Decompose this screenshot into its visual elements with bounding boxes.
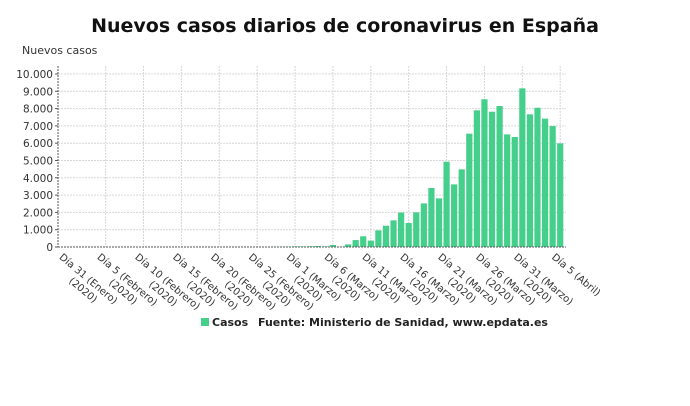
bar bbox=[504, 134, 511, 247]
bar bbox=[375, 230, 382, 247]
bar bbox=[496, 106, 503, 247]
bar bbox=[390, 220, 397, 247]
y-tick-label: 0 bbox=[46, 242, 53, 254]
y-tick-label: 10.000 bbox=[16, 69, 53, 81]
bar bbox=[488, 111, 496, 248]
y-tick-label: 9.000 bbox=[23, 86, 53, 98]
bar bbox=[398, 212, 405, 247]
bar bbox=[352, 240, 359, 247]
y-tick-label: 6.000 bbox=[23, 138, 53, 150]
bar bbox=[405, 222, 412, 247]
y-tick-label: 3.000 bbox=[23, 190, 53, 202]
bar bbox=[541, 118, 549, 247]
bar bbox=[557, 143, 564, 247]
bar bbox=[481, 99, 488, 248]
chart-title: Nuevos casos diarios de coronavirus en E… bbox=[91, 15, 599, 37]
bar bbox=[511, 136, 518, 247]
y-tick-label: 4.000 bbox=[23, 173, 53, 185]
bar bbox=[413, 212, 420, 247]
bar bbox=[435, 198, 443, 247]
bar bbox=[428, 188, 435, 247]
y-tick-label: 8.000 bbox=[23, 104, 53, 116]
bar bbox=[473, 110, 480, 247]
bar bbox=[519, 88, 526, 247]
bar bbox=[458, 169, 465, 247]
legend: Casos Fuente: Ministerio de Sanidad, www… bbox=[201, 316, 548, 329]
bar bbox=[344, 244, 352, 247]
legend-label: Casos bbox=[212, 316, 249, 329]
bar bbox=[382, 225, 390, 247]
y-axis-label: Nuevos casos bbox=[22, 44, 98, 57]
bar bbox=[360, 236, 367, 247]
bar bbox=[367, 240, 374, 247]
bar bbox=[526, 114, 534, 248]
bar bbox=[534, 107, 541, 247]
bar bbox=[466, 133, 473, 247]
source-note: Fuente: Ministerio de Sanidad, www.epdat… bbox=[258, 316, 548, 329]
y-tick-label: 2.000 bbox=[23, 207, 53, 219]
legend-swatch bbox=[201, 318, 209, 326]
bar bbox=[329, 244, 337, 247]
y-tick-label: 1.000 bbox=[23, 225, 53, 237]
bar bbox=[420, 203, 427, 247]
bar bbox=[549, 126, 556, 247]
bar bbox=[451, 184, 458, 247]
y-tick-label: 5.000 bbox=[23, 156, 53, 168]
bar bbox=[443, 161, 450, 247]
y-tick-label: 7.000 bbox=[23, 121, 53, 133]
